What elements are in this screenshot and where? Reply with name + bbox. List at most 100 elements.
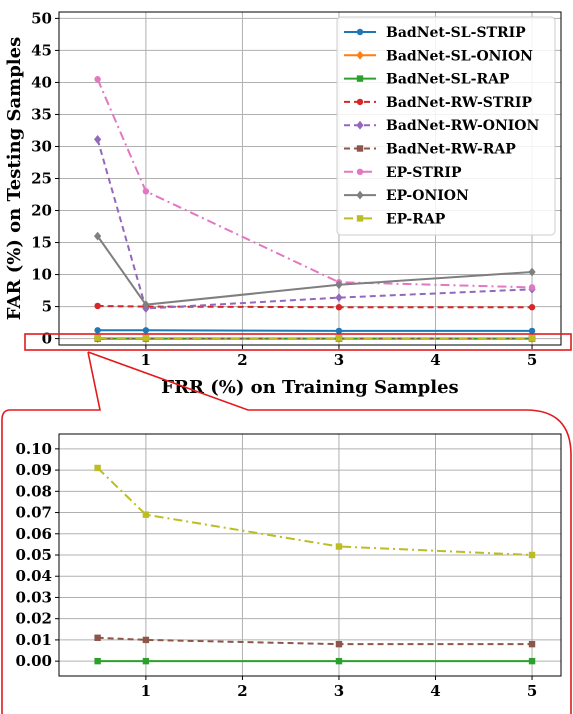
- y-axis-label: FAR (%) on Testing Samples: [4, 37, 25, 320]
- data-point: [528, 284, 536, 291]
- zoom-region-box: [24, 333, 572, 351]
- x-tick-label: 1: [141, 351, 151, 369]
- data-point: [142, 327, 150, 334]
- y-tick-label: 0.02: [15, 610, 52, 628]
- legend-marker: [356, 98, 364, 106]
- data-point: [94, 302, 101, 310]
- data-point: [94, 231, 102, 241]
- data-point: [335, 280, 343, 290]
- series-line: [96, 235, 533, 306]
- data-point: [142, 188, 150, 195]
- data-point: [528, 304, 536, 311]
- series-line: [96, 78, 533, 289]
- data-point: [142, 657, 150, 665]
- y-tick-label: 5: [42, 298, 52, 316]
- series-badnet-sl-strip: [94, 327, 536, 335]
- legend-marker: [356, 168, 364, 175]
- legend-box: [336, 16, 556, 236]
- y-tick-label: 0.06: [15, 525, 52, 543]
- main-series: [94, 76, 536, 343]
- y-tick-label: 35: [31, 105, 52, 123]
- legend-marker: [356, 190, 364, 200]
- y-tick-label: 50: [31, 9, 52, 27]
- y-tick-label: 20: [31, 202, 52, 220]
- data-point: [335, 335, 343, 342]
- zoom-callout: [1, 333, 572, 714]
- y-tick-label: 0: [42, 330, 52, 348]
- data-point: [335, 327, 343, 335]
- y-tick-label: 0.05: [15, 546, 52, 564]
- series-ep-onion: [94, 231, 536, 310]
- data-point: [142, 511, 150, 518]
- legend-label: EP-RAP: [386, 211, 446, 227]
- x-tick-label: 5: [527, 682, 537, 700]
- legend-label: BadNet-RW-ONION: [386, 118, 540, 134]
- y-tick-label: 10: [31, 266, 52, 284]
- data-point: [528, 551, 536, 559]
- y-tick-label: 0.07: [15, 504, 52, 522]
- series-line: [96, 139, 533, 310]
- series-line: [96, 467, 533, 556]
- y-tick-label: 45: [31, 41, 52, 59]
- data-point: [335, 293, 343, 303]
- series-ep-rap: [94, 464, 536, 559]
- data-point: [335, 657, 343, 665]
- data-point: [528, 267, 536, 277]
- data-point: [94, 634, 101, 641]
- inset-series: [94, 464, 536, 665]
- data-point: [528, 327, 536, 335]
- series-line: [97, 329, 533, 332]
- x-tick-label: 1: [141, 682, 151, 700]
- legend-label: EP-STRIP: [386, 165, 462, 181]
- data-point: [528, 640, 536, 648]
- legend-label: BadNet-SL-ONION: [386, 48, 533, 64]
- x-tick-label: 3: [334, 351, 344, 369]
- legend-label: BadNet-SL-RAP: [386, 72, 510, 88]
- data-point: [335, 304, 343, 311]
- series-badnet-rw-rap: [94, 634, 536, 648]
- inset-grid: [59, 434, 561, 676]
- data-point: [94, 334, 101, 342]
- legend-label: BadNet-RW-RAP: [386, 142, 516, 158]
- series-line: [97, 304, 533, 309]
- legend-marker: [356, 50, 364, 60]
- callout-bubble: [1, 351, 572, 714]
- legend-marker: [356, 28, 364, 36]
- y-tick-label: 0.03: [15, 588, 52, 606]
- legend-marker: [356, 215, 364, 222]
- y-tick-label: 25: [31, 170, 52, 188]
- x-tick-label: 4: [430, 351, 440, 369]
- series-line: [97, 636, 533, 646]
- data-point: [94, 135, 102, 144]
- data-point: [94, 464, 101, 472]
- x-tick-label: 2: [237, 682, 247, 700]
- y-tick-label: 0.01: [15, 631, 52, 649]
- legend-label: EP-ONION: [386, 188, 469, 204]
- y-tick-label: 30: [31, 137, 52, 155]
- y-tick-label: 40: [31, 73, 52, 91]
- legend-marker: [356, 75, 364, 82]
- y-tick-label: 0.08: [15, 482, 52, 500]
- legend: BadNet-SL-STRIP BadNet-SL-ONION BadNet-SL-…: [336, 16, 556, 236]
- data-point: [94, 657, 101, 665]
- series-ep-rap: [94, 334, 536, 342]
- data-point: [528, 657, 536, 665]
- y-tick-label: 0.10: [15, 440, 52, 458]
- y-tick-label: 0.04: [15, 567, 52, 585]
- legend-marker: [356, 145, 364, 152]
- data-point: [335, 543, 343, 550]
- legend-label: BadNet-RW-STRIP: [386, 95, 532, 111]
- legend-label: BadNet-SL-STRIP: [386, 25, 526, 41]
- data-point: [142, 300, 150, 310]
- inset-axes: 1 2 3 4 5 0.00 0.01 0.02 0.03 0.04 0.05 0.06 0.07 0.0…: [15, 433, 562, 700]
- data-point: [142, 334, 150, 342]
- series-badnet-sl-rap: [94, 657, 536, 665]
- data-point: [94, 327, 101, 334]
- y-tick-label: 15: [31, 234, 52, 252]
- data-point: [335, 640, 343, 648]
- y-tick-label: 0.00: [15, 652, 52, 670]
- data-point: [528, 335, 536, 342]
- inset-chart: 1 2 3 4 5 0.00 0.01 0.02 0.03 0.04 0.05 0.06 0.07 0.0…: [15, 433, 562, 700]
